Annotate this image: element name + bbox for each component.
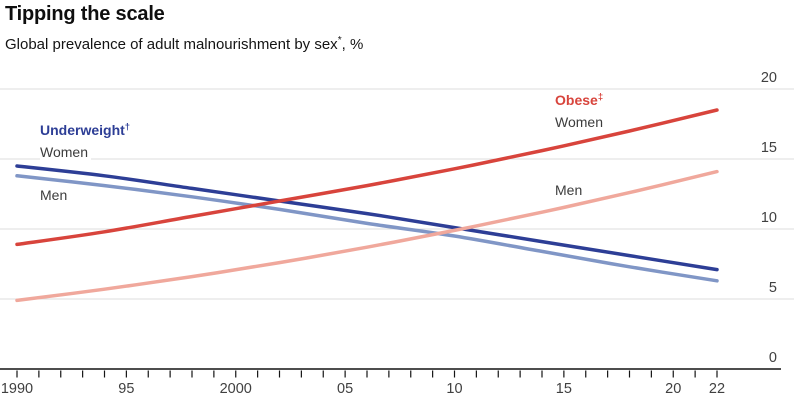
chart-subtitle: Global prevalence of adult malnourishmen… bbox=[5, 35, 364, 53]
series-label-underweight-women: Women bbox=[40, 144, 91, 161]
x-axis-label-20: 20 bbox=[665, 381, 682, 397]
x-axis-label-22: 22 bbox=[708, 381, 726, 397]
series-line-underweight-women bbox=[15, 164, 719, 272]
x-axis-label-95: 95 bbox=[118, 381, 135, 397]
series-label-obese-text: Obese bbox=[555, 92, 598, 108]
series-line-obese-women bbox=[15, 108, 719, 247]
series-label-obese-men: Men bbox=[555, 182, 586, 199]
series-line-underweight-men bbox=[15, 174, 719, 283]
x-axis-label-15: 15 bbox=[555, 381, 572, 397]
y-axis-label-0: 0 bbox=[768, 350, 777, 366]
page-title: Tipping the scale bbox=[5, 3, 165, 25]
series-label-obese: Obese‡ bbox=[555, 91, 607, 109]
series-label-underweight: Underweight† bbox=[40, 121, 134, 139]
chart-subtitle-footnote-mark: * bbox=[337, 35, 342, 46]
series-label-underweight-footnote-mark: † bbox=[124, 121, 131, 133]
x-axis-label-10: 10 bbox=[446, 381, 463, 397]
chart-subtitle-text: Global prevalence of adult malnourishmen… bbox=[5, 36, 338, 53]
y-axis-label-15: 15 bbox=[760, 140, 777, 156]
series-label-underweight-men: Men bbox=[40, 187, 71, 204]
series-label-obese-women: Women bbox=[555, 114, 606, 131]
series-line-obese-men bbox=[15, 169, 719, 303]
x-axis-label-05: 05 bbox=[337, 381, 354, 397]
series-label-underweight-text: Underweight bbox=[40, 122, 125, 138]
x-axis-label-2000: 2000 bbox=[219, 381, 252, 397]
chart-subtitle-unit: , % bbox=[341, 36, 364, 53]
x-axis-label-1990: 1990 bbox=[0, 381, 34, 397]
y-axis-label-20: 20 bbox=[760, 70, 777, 86]
series-label-obese-footnote-mark: ‡ bbox=[597, 91, 604, 103]
y-axis-label-5: 5 bbox=[768, 280, 777, 296]
y-axis-label-10: 10 bbox=[760, 210, 777, 226]
